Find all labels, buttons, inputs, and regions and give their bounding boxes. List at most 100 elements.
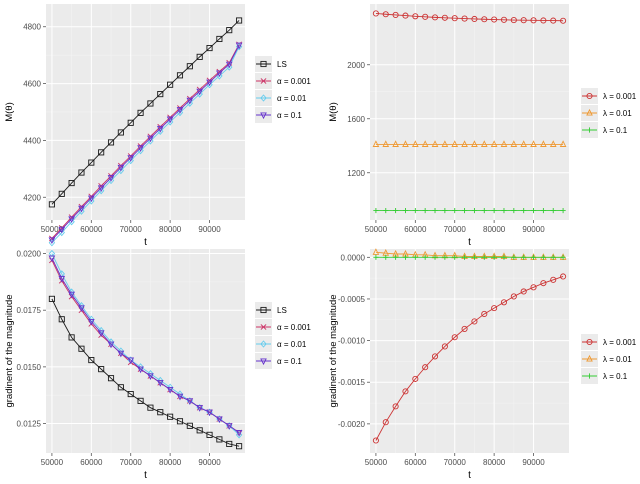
data-point — [166, 386, 174, 394]
data-point — [471, 15, 478, 23]
data-point — [412, 375, 419, 382]
series-1 — [48, 17, 243, 208]
data-point — [481, 254, 487, 260]
data-point — [500, 299, 508, 306]
chart-panel-2: 50000 60000 70000 80000 90000 1200 1600 2000 t M(… — [328, 4, 637, 248]
data-point — [540, 17, 547, 24]
legend: LS α = 0.001 α = 0.01 α = 0.1 — [255, 302, 311, 369]
legend: λ = 0.001 λ = 0.01 λ = 0.1 — [581, 88, 637, 138]
x-axis-label: t — [144, 237, 147, 248]
data-point — [500, 16, 508, 23]
x-tick-label: 90000 — [198, 225, 221, 234]
chart-panel-3: 50000 60000 70000 80000 90000 0.0125 0.0150 0.0… — [4, 249, 311, 481]
data-point — [451, 15, 458, 22]
y-tick-label: 4400 — [23, 136, 41, 145]
data-point — [392, 140, 399, 147]
data-point — [226, 27, 233, 34]
data-point — [560, 254, 566, 260]
data-point — [78, 205, 85, 213]
data-point — [206, 409, 213, 417]
data-point — [372, 10, 379, 17]
x-tick-label: 70000 — [120, 458, 143, 467]
data-point — [68, 216, 75, 223]
data-point — [372, 248, 380, 255]
legend-key-marker — [260, 358, 267, 366]
plot-background — [370, 249, 569, 453]
data-point — [97, 330, 105, 337]
y-axis-label: M(θ) — [4, 102, 15, 122]
data-point — [78, 169, 85, 176]
data-point — [540, 254, 546, 260]
data-point — [58, 316, 65, 323]
data-point — [186, 398, 194, 405]
x-tick-label: 80000 — [483, 458, 506, 467]
data-point — [461, 207, 468, 214]
data-point — [471, 254, 478, 260]
data-point — [107, 338, 115, 346]
x-tick-label: 90000 — [522, 225, 545, 234]
data-point — [117, 129, 124, 136]
chart-panel-1: 50000 60000 70000 80000 90000 4200 4400 4600 480… — [4, 4, 311, 248]
data-point — [421, 140, 429, 147]
data-point — [402, 388, 409, 395]
data-point — [107, 175, 115, 182]
legend-label: α = 0.1 — [277, 111, 302, 120]
data-point — [127, 391, 134, 398]
legend: LS α = 0.001 α = 0.01 α = 0.1 — [255, 56, 311, 123]
data-point — [137, 109, 144, 116]
y-tick-label: -0.0005 — [338, 295, 366, 304]
data-point — [530, 254, 537, 260]
data-point — [137, 145, 144, 152]
data-point — [432, 207, 438, 214]
data-point — [58, 275, 66, 283]
data-point — [540, 140, 547, 147]
data-point — [167, 413, 174, 420]
data-point — [236, 443, 243, 450]
data-point — [137, 366, 144, 374]
data-point — [216, 70, 223, 78]
data-point — [550, 254, 556, 260]
data-point — [412, 207, 418, 214]
data-point — [560, 207, 566, 214]
data-point — [216, 436, 223, 443]
data-point — [422, 207, 428, 214]
legend-label: α = 0.001 — [277, 323, 311, 332]
y-tick-label: 0.0150 — [17, 363, 42, 372]
legend: λ = 0.001 λ = 0.01 λ = 0.1 — [581, 334, 637, 384]
data-point — [521, 254, 527, 260]
data-point — [432, 254, 438, 260]
legend-label: α = 0.01 — [277, 340, 307, 349]
data-point — [98, 366, 105, 373]
data-point — [58, 226, 66, 234]
data-point — [550, 207, 556, 214]
data-point — [147, 135, 154, 143]
data-point — [530, 140, 537, 147]
data-point — [216, 416, 223, 424]
data-point — [422, 364, 429, 371]
legend-key-marker — [260, 78, 267, 84]
legend-label: λ = 0.01 — [603, 109, 632, 118]
legend-label: α = 0.01 — [277, 94, 307, 103]
x-tick-label: 80000 — [159, 458, 182, 467]
data-point — [461, 254, 468, 260]
x-axis-label: t — [468, 470, 471, 481]
data-point — [206, 45, 213, 52]
series-2 — [372, 140, 567, 147]
y-tick-label: 0.0200 — [17, 250, 42, 259]
series-1 — [48, 295, 243, 450]
x-tick-label: 50000 — [365, 458, 388, 467]
data-point — [442, 207, 448, 214]
x-tick-label: 70000 — [120, 225, 143, 234]
data-point — [127, 119, 134, 126]
data-point — [471, 318, 478, 325]
data-point — [461, 140, 468, 147]
data-point — [117, 384, 124, 391]
data-point — [147, 369, 154, 378]
data-point — [441, 14, 448, 21]
legend-key-marker — [586, 373, 593, 379]
data-point — [176, 390, 184, 398]
data-point — [117, 347, 125, 355]
data-point — [156, 380, 164, 387]
data-point — [235, 430, 243, 437]
data-point — [540, 207, 546, 214]
